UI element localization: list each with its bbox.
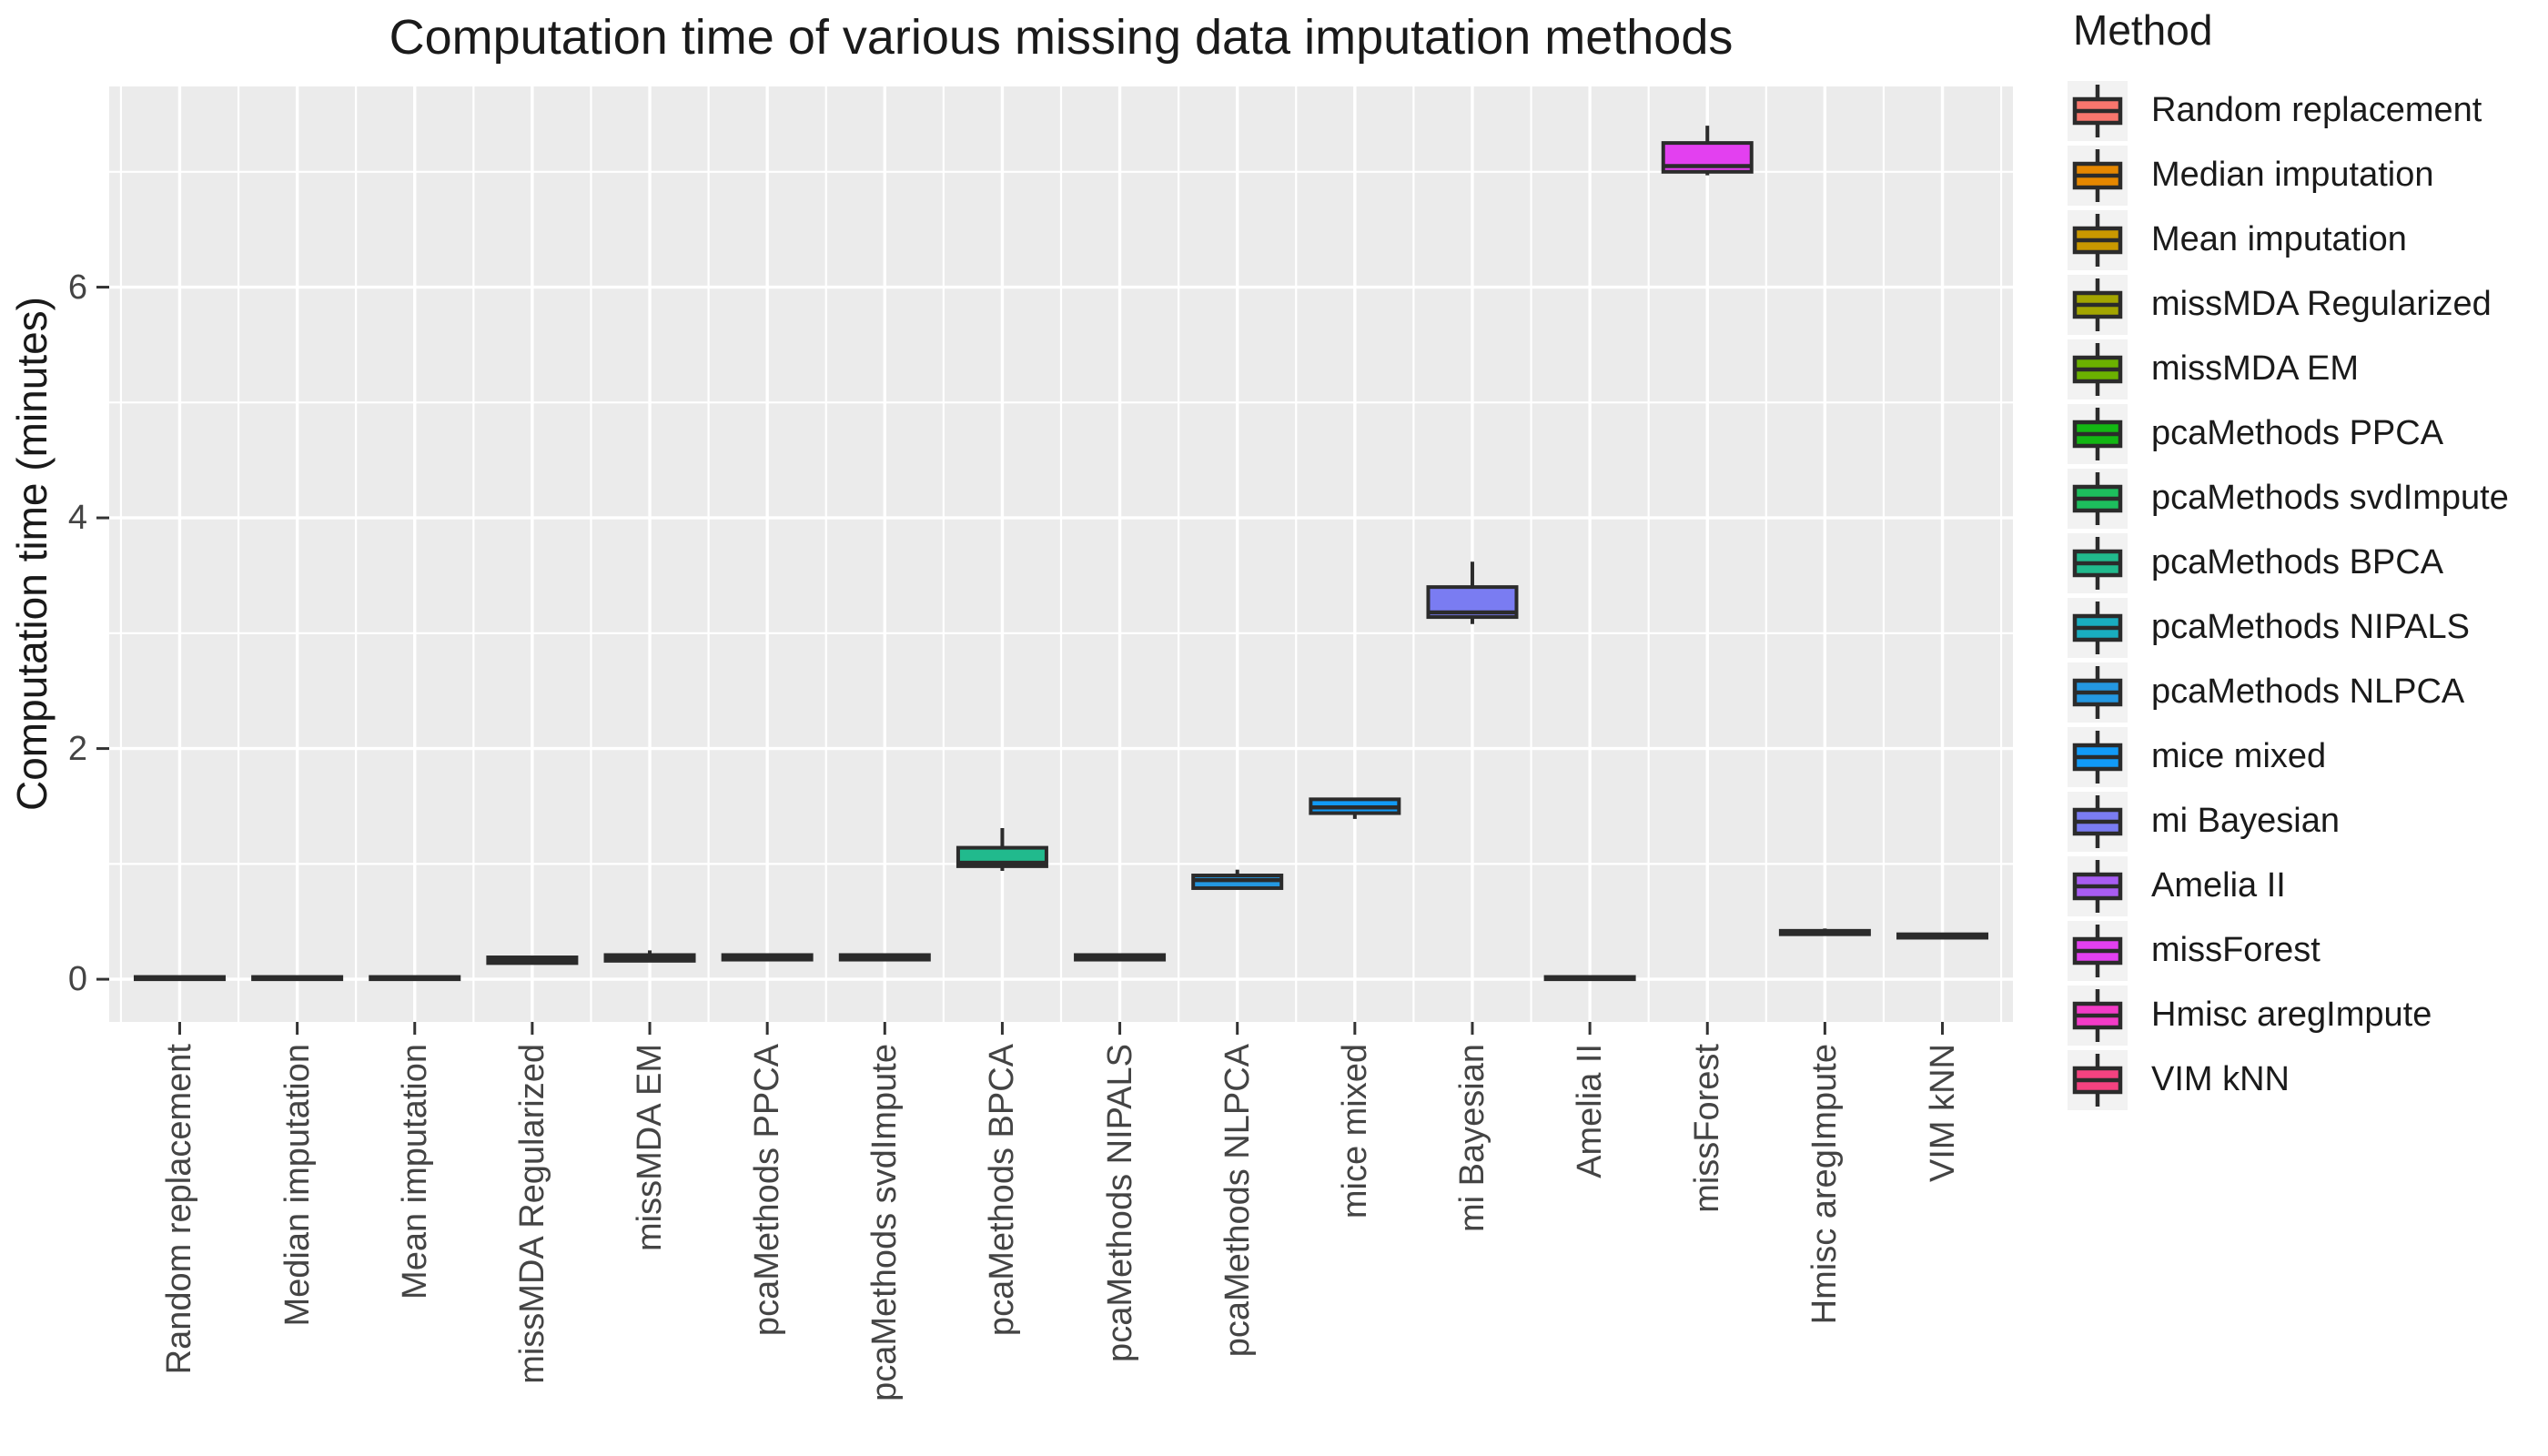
legend-label: pcaMethods BPCA (2151, 543, 2444, 581)
legend-label: pcaMethods NIPALS (2151, 608, 2470, 646)
legend-key-boxplot-icon (2068, 403, 2128, 464)
legend-label: Amelia II (2151, 866, 2286, 905)
x-tick-label: missForest (1688, 1044, 1727, 1213)
legend-key-boxplot-icon (2068, 209, 2128, 270)
legend-key-boxplot-icon (2068, 726, 2128, 787)
legend-label: pcaMethods PPCA (2151, 414, 2444, 452)
legend-key-boxplot-icon (2068, 468, 2128, 529)
x-tick-label: Amelia II (1571, 1044, 1610, 1178)
legend-label: missForest (2151, 931, 2320, 969)
legend-row: Median imputation (2068, 143, 2509, 207)
legend-row: pcaMethods NIPALS (2068, 595, 2509, 660)
legend-key-boxplot-icon (2068, 855, 2128, 916)
legend: Method Random replacement Median imputati… (2068, 5, 2509, 1112)
legend-key-boxplot-icon (2068, 339, 2128, 399)
x-tick-label: Median imputation (278, 1044, 317, 1327)
legend-label: VIM kNN (2151, 1060, 2290, 1098)
legend-label: missMDA EM (2151, 349, 2359, 388)
legend-label: mice mixed (2151, 737, 2327, 775)
legend-key-boxplot-icon (2068, 920, 2128, 981)
legend-label: Mean imputation (2151, 220, 2407, 258)
legend-row: mi Bayesian (2068, 789, 2509, 854)
legend-row: Mean imputation (2068, 207, 2509, 272)
legend-key-boxplot-icon (2068, 532, 2128, 593)
legend-row: pcaMethods NLPCA (2068, 660, 2509, 724)
legend-label: Median imputation (2151, 156, 2434, 194)
legend-label: Hmisc aregImpute (2151, 996, 2432, 1034)
legend-row: VIM kNN (2068, 1047, 2509, 1112)
x-tick-label: mi Bayesian (1452, 1044, 1491, 1232)
x-tick-label: Mean imputation (395, 1044, 434, 1299)
x-tick-label: pcaMethods PPCA (748, 1044, 787, 1337)
y-tick-label: 6 (67, 268, 87, 307)
legend-key-boxplot-icon (2068, 597, 2128, 658)
legend-key-boxplot-icon (2068, 662, 2128, 723)
y-tick-label: 4 (67, 499, 87, 538)
legend-row: Random replacement (2068, 78, 2509, 143)
legend-row: missForest (2068, 918, 2509, 983)
legend-key-boxplot-icon (2068, 791, 2128, 852)
legend-row: pcaMethods BPCA (2068, 531, 2509, 595)
y-tick-label: 0 (67, 960, 87, 999)
x-tick-label: missMDA EM (631, 1044, 670, 1251)
legend-label: missMDA Regularized (2151, 285, 2492, 323)
legend-row: mice mixed (2068, 724, 2509, 789)
x-tick-label: pcaMethods BPCA (983, 1044, 1022, 1337)
legend-row: pcaMethods PPCA (2068, 401, 2509, 466)
legend-row: missMDA Regularized (2068, 272, 2509, 337)
x-tick-label: Hmisc aregImpute (1805, 1044, 1845, 1325)
legend-key-boxplot-icon (2068, 145, 2128, 206)
x-tick-label: pcaMethods NIPALS (1100, 1044, 1139, 1362)
x-tick-label: mice mixed (1335, 1044, 1374, 1219)
legend-label: Random replacement (2151, 91, 2482, 129)
legend-row: missMDA EM (2068, 337, 2509, 401)
legend-key-boxplot-icon (2068, 80, 2128, 141)
plot-title: Computation time of various missing data… (389, 10, 1734, 65)
x-tick-label: missMDA Regularized (512, 1044, 551, 1384)
x-tick-label: VIM kNN (1923, 1044, 1962, 1182)
legend-rows: Random replacement Median imputation Mean … (2068, 78, 2509, 1112)
legend-label: mi Bayesian (2151, 802, 2340, 840)
legend-title: Method (2073, 6, 2213, 54)
legend-key-boxplot-icon (2068, 985, 2128, 1046)
legend-row: pcaMethods svdImpute (2068, 466, 2509, 531)
legend-row: Amelia II (2068, 854, 2509, 918)
x-tick-label: pcaMethods NLPCA (1218, 1044, 1257, 1358)
y-tick-label: 2 (67, 729, 87, 768)
legend-row: Hmisc aregImpute (2068, 983, 2509, 1047)
x-tick-label: pcaMethods svdImpute (865, 1044, 905, 1401)
legend-label: pcaMethods svdImpute (2151, 479, 2509, 517)
legend-key-boxplot-icon (2068, 1049, 2128, 1110)
legend-label: pcaMethods NLPCA (2151, 672, 2465, 711)
legend-key-boxplot-icon (2068, 274, 2128, 335)
x-tick-label: Random replacement (160, 1044, 199, 1375)
